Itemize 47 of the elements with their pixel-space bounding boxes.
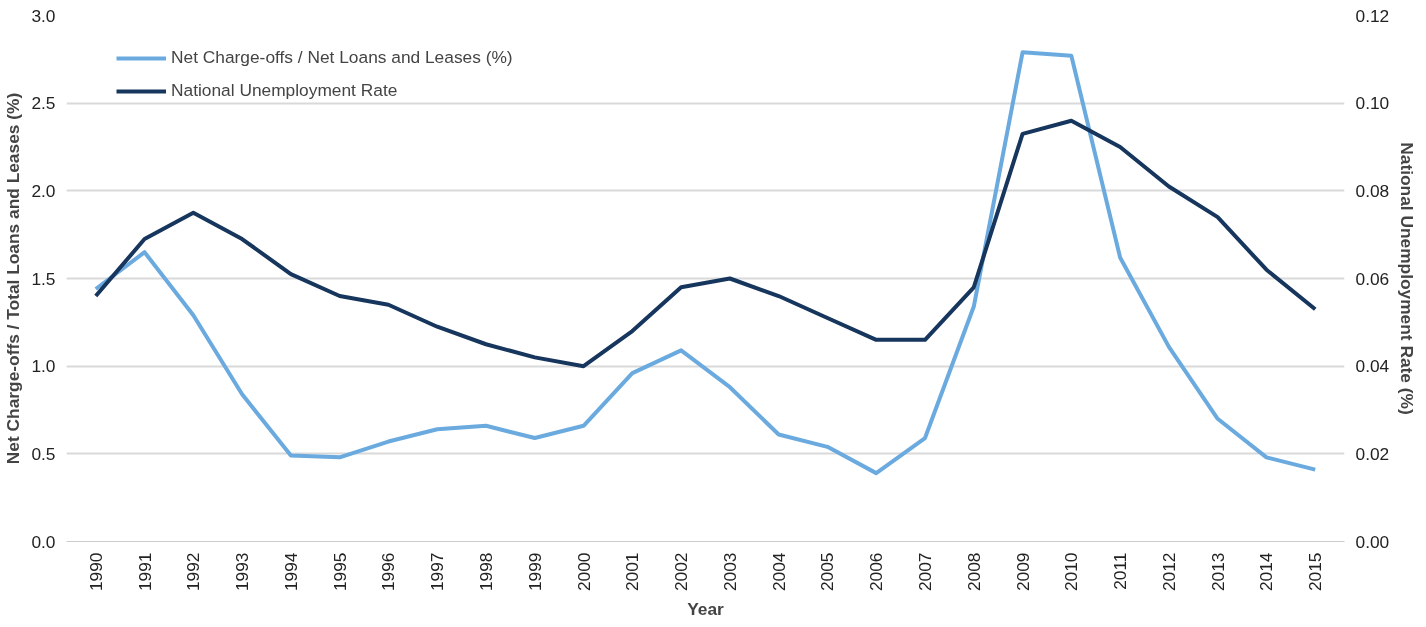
y2-tick-label: 0.12 bbox=[1355, 5, 1390, 26]
x-tick-label: 2011 bbox=[1110, 552, 1131, 590]
x-tick-label: 1999 bbox=[524, 552, 545, 592]
x-tick-label: 1996 bbox=[378, 552, 399, 592]
y2-axis-title: National Unemployment Rate (%) bbox=[1397, 142, 1418, 415]
y-tick-label: 2.0 bbox=[31, 180, 56, 201]
y2-tick-label: 0.02 bbox=[1355, 443, 1390, 464]
x-tick-label: 1997 bbox=[427, 552, 448, 592]
x-tick-label: 2010 bbox=[1061, 552, 1082, 592]
x-tick-label: 2008 bbox=[963, 552, 984, 592]
line-series bbox=[93, 118, 1318, 369]
x-tick-label: 1992 bbox=[183, 552, 204, 592]
x-tick-label: 2001 bbox=[622, 552, 643, 592]
y-axis-title: Net Charge-offs / Total Loans and Leases (%) bbox=[3, 92, 24, 465]
x-tick-label: 2014 bbox=[1256, 552, 1277, 592]
x-tick-label: 2005 bbox=[817, 552, 838, 592]
x-tick-label: 1991 bbox=[134, 552, 155, 592]
y2-tick-label: 0.00 bbox=[1355, 531, 1390, 552]
y2-tick-label: 0.10 bbox=[1355, 93, 1390, 114]
x-tick-label: 1994 bbox=[280, 552, 301, 592]
y-tick-label: 1.0 bbox=[31, 356, 56, 377]
y-tick-label: 2.5 bbox=[31, 93, 56, 114]
y-tick-label: 0.5 bbox=[31, 443, 56, 464]
x-tick-label: 2006 bbox=[866, 552, 887, 592]
x-tick-label: 2003 bbox=[719, 552, 740, 592]
y-tick-label: 0.0 bbox=[31, 531, 56, 552]
y-tick-label: 3.0 bbox=[31, 5, 56, 26]
x-tick-label: 2002 bbox=[671, 552, 692, 592]
x-tick-label: 2000 bbox=[573, 552, 594, 592]
x-tick-label: 2007 bbox=[915, 552, 935, 592]
x-tick-label: 2013 bbox=[1207, 552, 1228, 592]
x-tick-label: 2015 bbox=[1305, 552, 1326, 592]
y2-tick-label: 0.08 bbox=[1355, 180, 1390, 201]
legend-label: National Unemployment Rate bbox=[171, 80, 398, 101]
y-tick-label: 1.5 bbox=[31, 268, 56, 289]
x-tick-label: 1990 bbox=[85, 552, 106, 592]
x-tick-label: 1998 bbox=[476, 552, 496, 592]
legend-label: Net Charge-offs / Net Loans and Leases (%) bbox=[171, 47, 513, 68]
line-series bbox=[93, 50, 1318, 476]
y2-tick-label: 0.04 bbox=[1355, 356, 1390, 377]
x-tick-label: 2009 bbox=[1012, 552, 1033, 592]
x-tick-label: 1993 bbox=[232, 552, 253, 592]
x-axis-title: Year bbox=[687, 599, 725, 620]
x-tick-label: 2004 bbox=[768, 552, 789, 592]
x-tick-label: 2012 bbox=[1158, 552, 1179, 592]
y2-tick-label: 0.06 bbox=[1355, 268, 1390, 289]
x-tick-label: 1995 bbox=[329, 552, 350, 592]
